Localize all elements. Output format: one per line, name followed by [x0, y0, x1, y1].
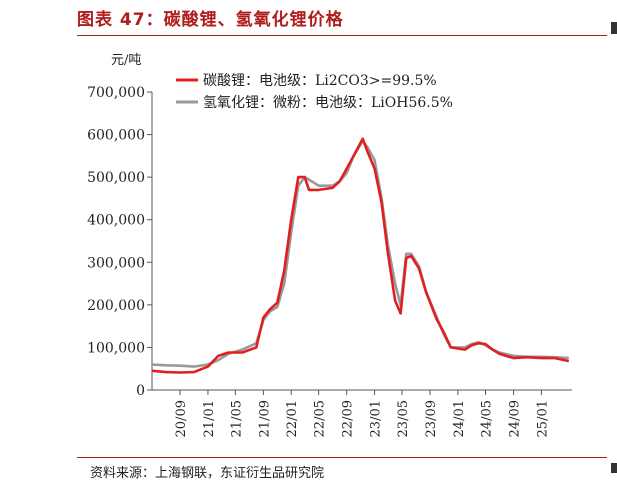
y-tick-label: 700,000	[87, 85, 145, 101]
edge-mark-top	[611, 22, 617, 34]
x-tick-label: 21/01	[202, 400, 217, 437]
x-tick-label: 22/09	[341, 400, 356, 437]
series-line-lithium-carbonate	[151, 137, 570, 374]
y-axis: 700,000 600,000 500,000 400,000 300,000 200,0…	[87, 85, 153, 399]
source-rule	[77, 457, 607, 458]
y-tick-label: 400,000	[87, 213, 145, 229]
x-tick-label: 24/01	[452, 400, 467, 437]
series-layer	[151, 137, 570, 374]
y-tick-label: 200,000	[87, 298, 145, 314]
x-tick-label: 25/01	[535, 400, 550, 437]
chart-title: 图表 47：碳酸锂、氢氧化锂价格	[77, 10, 344, 30]
x-tick-label: 21/05	[229, 400, 244, 437]
y-tick-label: 500,000	[87, 170, 145, 186]
edge-mark-bottom	[611, 463, 617, 473]
y-tick-label: 300,000	[87, 255, 145, 271]
x-tick-label: 22/01	[285, 400, 300, 437]
source-note: 资料来源：上海钢联，东证衍生品研究院	[90, 466, 325, 481]
x-tick-label: 24/05	[479, 400, 494, 437]
legend-label: 碳酸锂：电池级：Li2CO3>=99.5%	[203, 73, 437, 89]
y-tick-label: 600,000	[87, 128, 145, 144]
x-axis: 20/09 21/01 21/05 21/09 22/01 22/05 22/09 23/01…	[152, 389, 572, 437]
y-tick-label: 100,000	[87, 340, 145, 356]
title-rule	[77, 35, 607, 36]
x-tick-label: 23/05	[396, 400, 411, 437]
x-tick-label: 23/09	[424, 400, 439, 437]
series-line-lithium-hydroxide	[151, 139, 569, 368]
x-tick-label: 20/09	[174, 400, 189, 437]
y-tick-label: 0	[136, 383, 145, 399]
x-tick-label: 21/09	[257, 400, 272, 437]
y-unit-label: 元/吨	[111, 53, 141, 68]
legend: 碳酸锂：电池级：Li2CO3>=99.5% 氢氧化锂：微粉：电池级：LiOH56.…	[176, 73, 453, 111]
legend-label: 氢氧化锂：微粉：电池级：LiOH56.5%	[203, 95, 453, 111]
x-tick-label: 22/05	[313, 400, 328, 437]
x-tick-label: 24/09	[508, 400, 523, 437]
x-tick-label: 23/01	[369, 400, 384, 437]
